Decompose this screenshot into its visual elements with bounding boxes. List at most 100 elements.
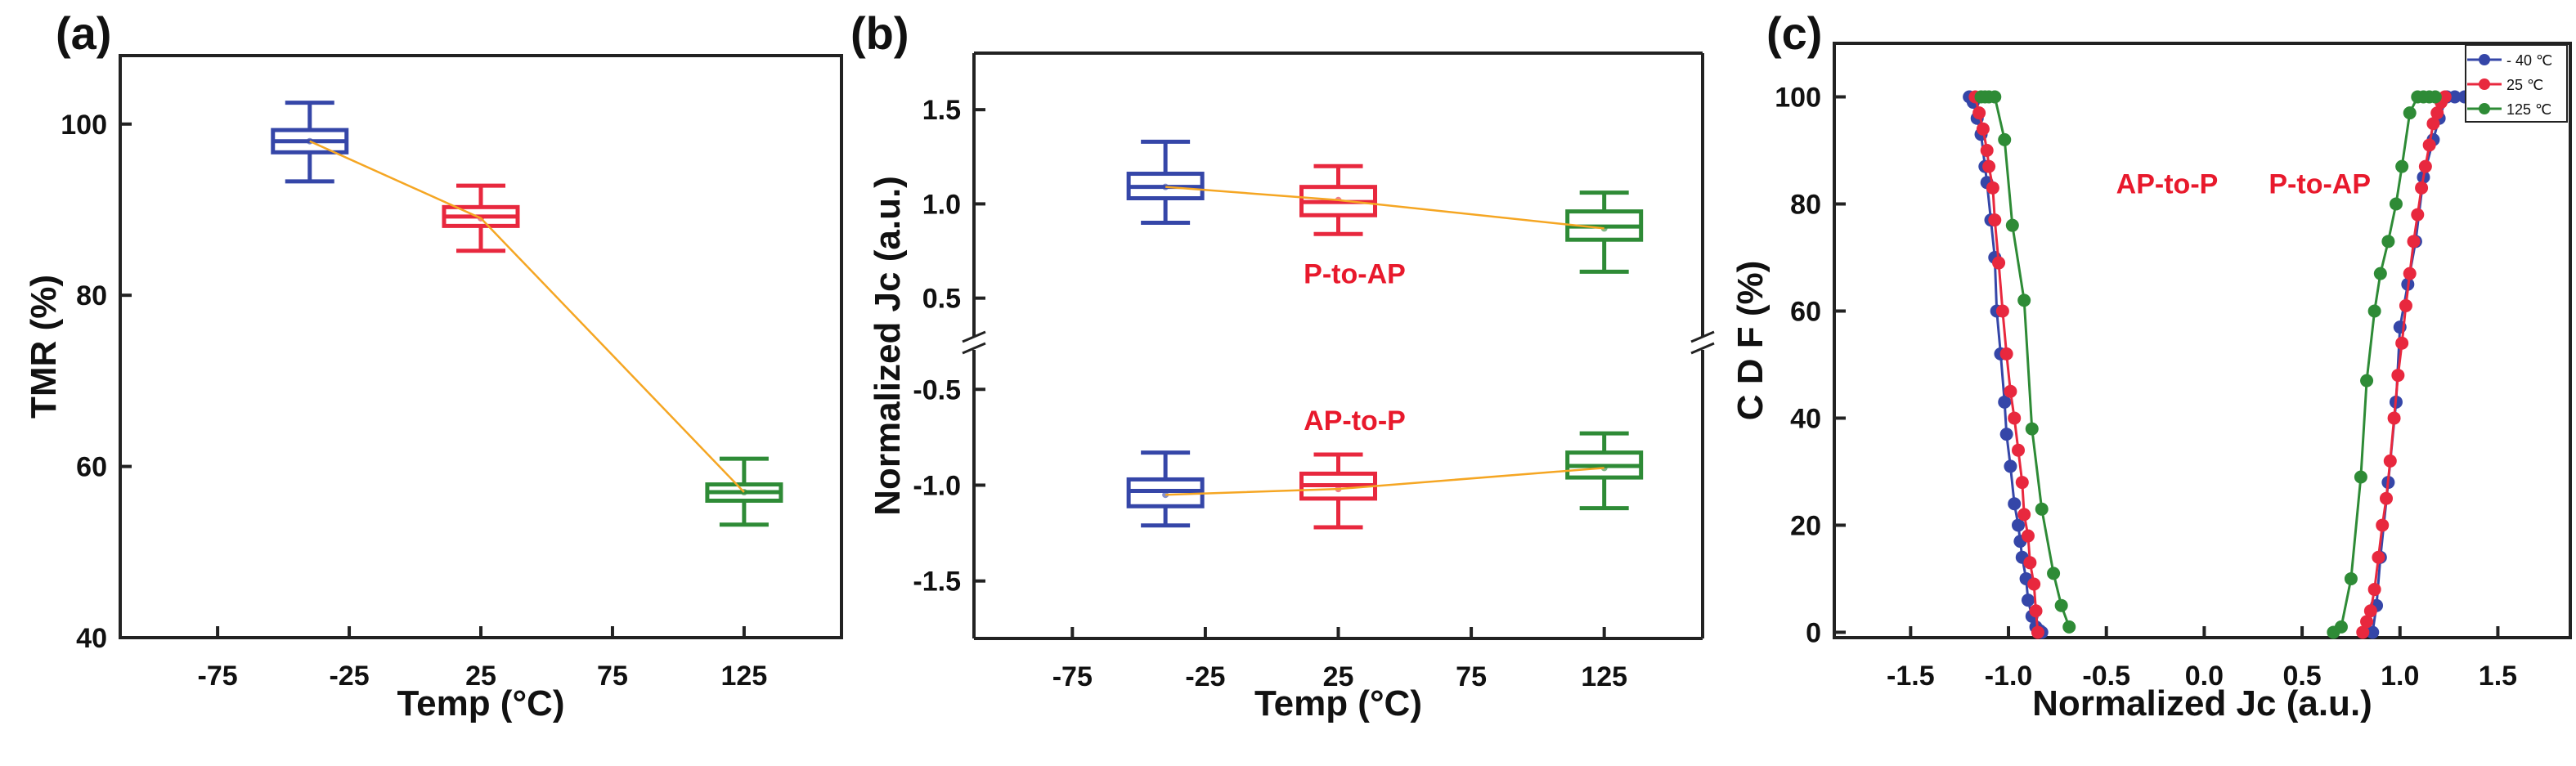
y-tick-label: 60	[76, 452, 107, 483]
x-tick-label: -75	[198, 661, 238, 692]
series-5	[2327, 90, 2442, 639]
data-point	[2031, 625, 2044, 639]
series-4	[2356, 90, 2452, 639]
data-point	[2027, 577, 2041, 591]
x-tick-label: 1.5	[2479, 661, 2517, 692]
box-0	[1126, 139, 1205, 225]
data-point	[2017, 508, 2031, 522]
series-line	[2361, 96, 2447, 633]
x-axis-title: Normalized Jc (a.u.)	[2032, 683, 2372, 723]
data-point	[2021, 529, 2035, 543]
data-point	[1976, 122, 1990, 136]
y-tick-label: 1.0	[922, 189, 961, 220]
legend: - 40 ℃ 25 ℃ 125 ℃	[2465, 44, 2568, 123]
x-tick-label: -25	[1185, 661, 1225, 692]
data-point	[2380, 491, 2393, 505]
box-4	[1299, 452, 1377, 530]
data-point	[2012, 443, 2025, 457]
x-tick-label: 125	[1581, 661, 1627, 692]
data-point	[2395, 336, 2409, 350]
y-axis-title: C D F (%)	[1730, 261, 1770, 421]
data-point	[2395, 159, 2409, 173]
box-1	[442, 183, 520, 253]
data-point	[2017, 293, 2031, 307]
data-point	[2415, 181, 2429, 195]
data-point	[2008, 411, 2022, 425]
data-point	[2035, 502, 2049, 516]
box-3	[1126, 450, 1205, 528]
axis-break-mark	[1690, 330, 1715, 343]
data-point	[2422, 138, 2436, 152]
data-point	[2430, 106, 2444, 120]
mean-trend-line	[1165, 186, 1604, 230]
x-tick-label: 75	[597, 661, 628, 692]
data-point	[2367, 583, 2381, 597]
data-point	[2025, 422, 2039, 436]
data-point	[2367, 304, 2381, 318]
data-point	[1982, 159, 1996, 173]
data-point	[2407, 235, 2421, 249]
data-point	[1999, 347, 2013, 361]
x-tick-label: 0.0	[2185, 661, 2224, 692]
y-tick-label: 0	[1806, 617, 1821, 648]
data-point	[1986, 181, 1999, 195]
data-point	[2418, 159, 2432, 173]
y-tick-label: 100	[61, 110, 107, 141]
data-point	[1995, 304, 2009, 318]
data-point	[2399, 298, 2412, 312]
data-point	[2381, 235, 2395, 249]
y-tick-label: 60	[1790, 296, 1821, 327]
x-tick-label: 1.0	[2381, 661, 2419, 692]
legend-swatch-marker	[2479, 78, 2490, 90]
panel-label: (c)	[1766, 7, 1822, 59]
data-point	[2021, 594, 2035, 607]
data-point	[2387, 411, 2401, 425]
data-point	[2344, 571, 2358, 585]
data-point	[2366, 625, 2380, 639]
panel-label: (a)	[56, 7, 111, 59]
data-point	[2411, 208, 2425, 222]
data-point	[1988, 213, 2002, 227]
panel-b: -1.5 -1.0 -0.5 0.5 1.0 1.5 -75 -25 25 75 125 P-to-A…	[850, 7, 1715, 723]
data-point	[2360, 615, 2374, 629]
data-point	[2005, 218, 2019, 232]
data-point	[2373, 267, 2387, 280]
mean-trend-line	[1165, 467, 1604, 496]
y-tick-label: 80	[76, 280, 107, 311]
data-point	[2391, 369, 2405, 383]
annotation-label: P-to-AP	[2269, 168, 2371, 199]
y-tick-label: 40	[76, 623, 107, 654]
y-axis-title: Normalized Jc (a.u.)	[868, 176, 908, 516]
series-2	[1974, 90, 2076, 634]
axis-break-mark	[962, 330, 986, 343]
data-point	[2356, 625, 2370, 639]
data-point	[1999, 428, 2013, 441]
x-axis-title: Temp (°C)	[1254, 683, 1422, 723]
data-point	[2012, 518, 2025, 532]
panel-label: (b)	[850, 7, 909, 59]
data-point	[1998, 395, 2012, 409]
data-point	[2438, 90, 2452, 104]
legend-swatch-marker	[2479, 54, 2490, 65]
x-tick-label: -1.5	[1887, 661, 1935, 692]
series-0	[1963, 90, 2049, 639]
annotation-label: P-to-AP	[1304, 259, 1406, 290]
x-tick-label: -1.0	[1985, 661, 2033, 692]
data-point	[2403, 106, 2417, 120]
legend-entry-label: 125 ℃	[2506, 101, 2551, 118]
x-tick-label: -75	[1052, 661, 1093, 692]
x-tick-label: 0.5	[2282, 661, 2321, 692]
data-point	[2004, 384, 2017, 398]
data-point	[2062, 620, 2076, 634]
x-axis-title: Temp (°C)	[397, 683, 565, 723]
data-point	[2008, 497, 2022, 511]
y-tick-label: 40	[1790, 403, 1821, 434]
axis-break-mark	[1690, 342, 1715, 355]
legend-entry-label: 25 ℃	[2506, 77, 2543, 93]
data-point	[2360, 374, 2374, 387]
box-2	[705, 456, 783, 527]
data-point	[2403, 267, 2417, 280]
y-tick-label: 1.5	[922, 95, 961, 126]
data-point	[1988, 90, 2002, 104]
